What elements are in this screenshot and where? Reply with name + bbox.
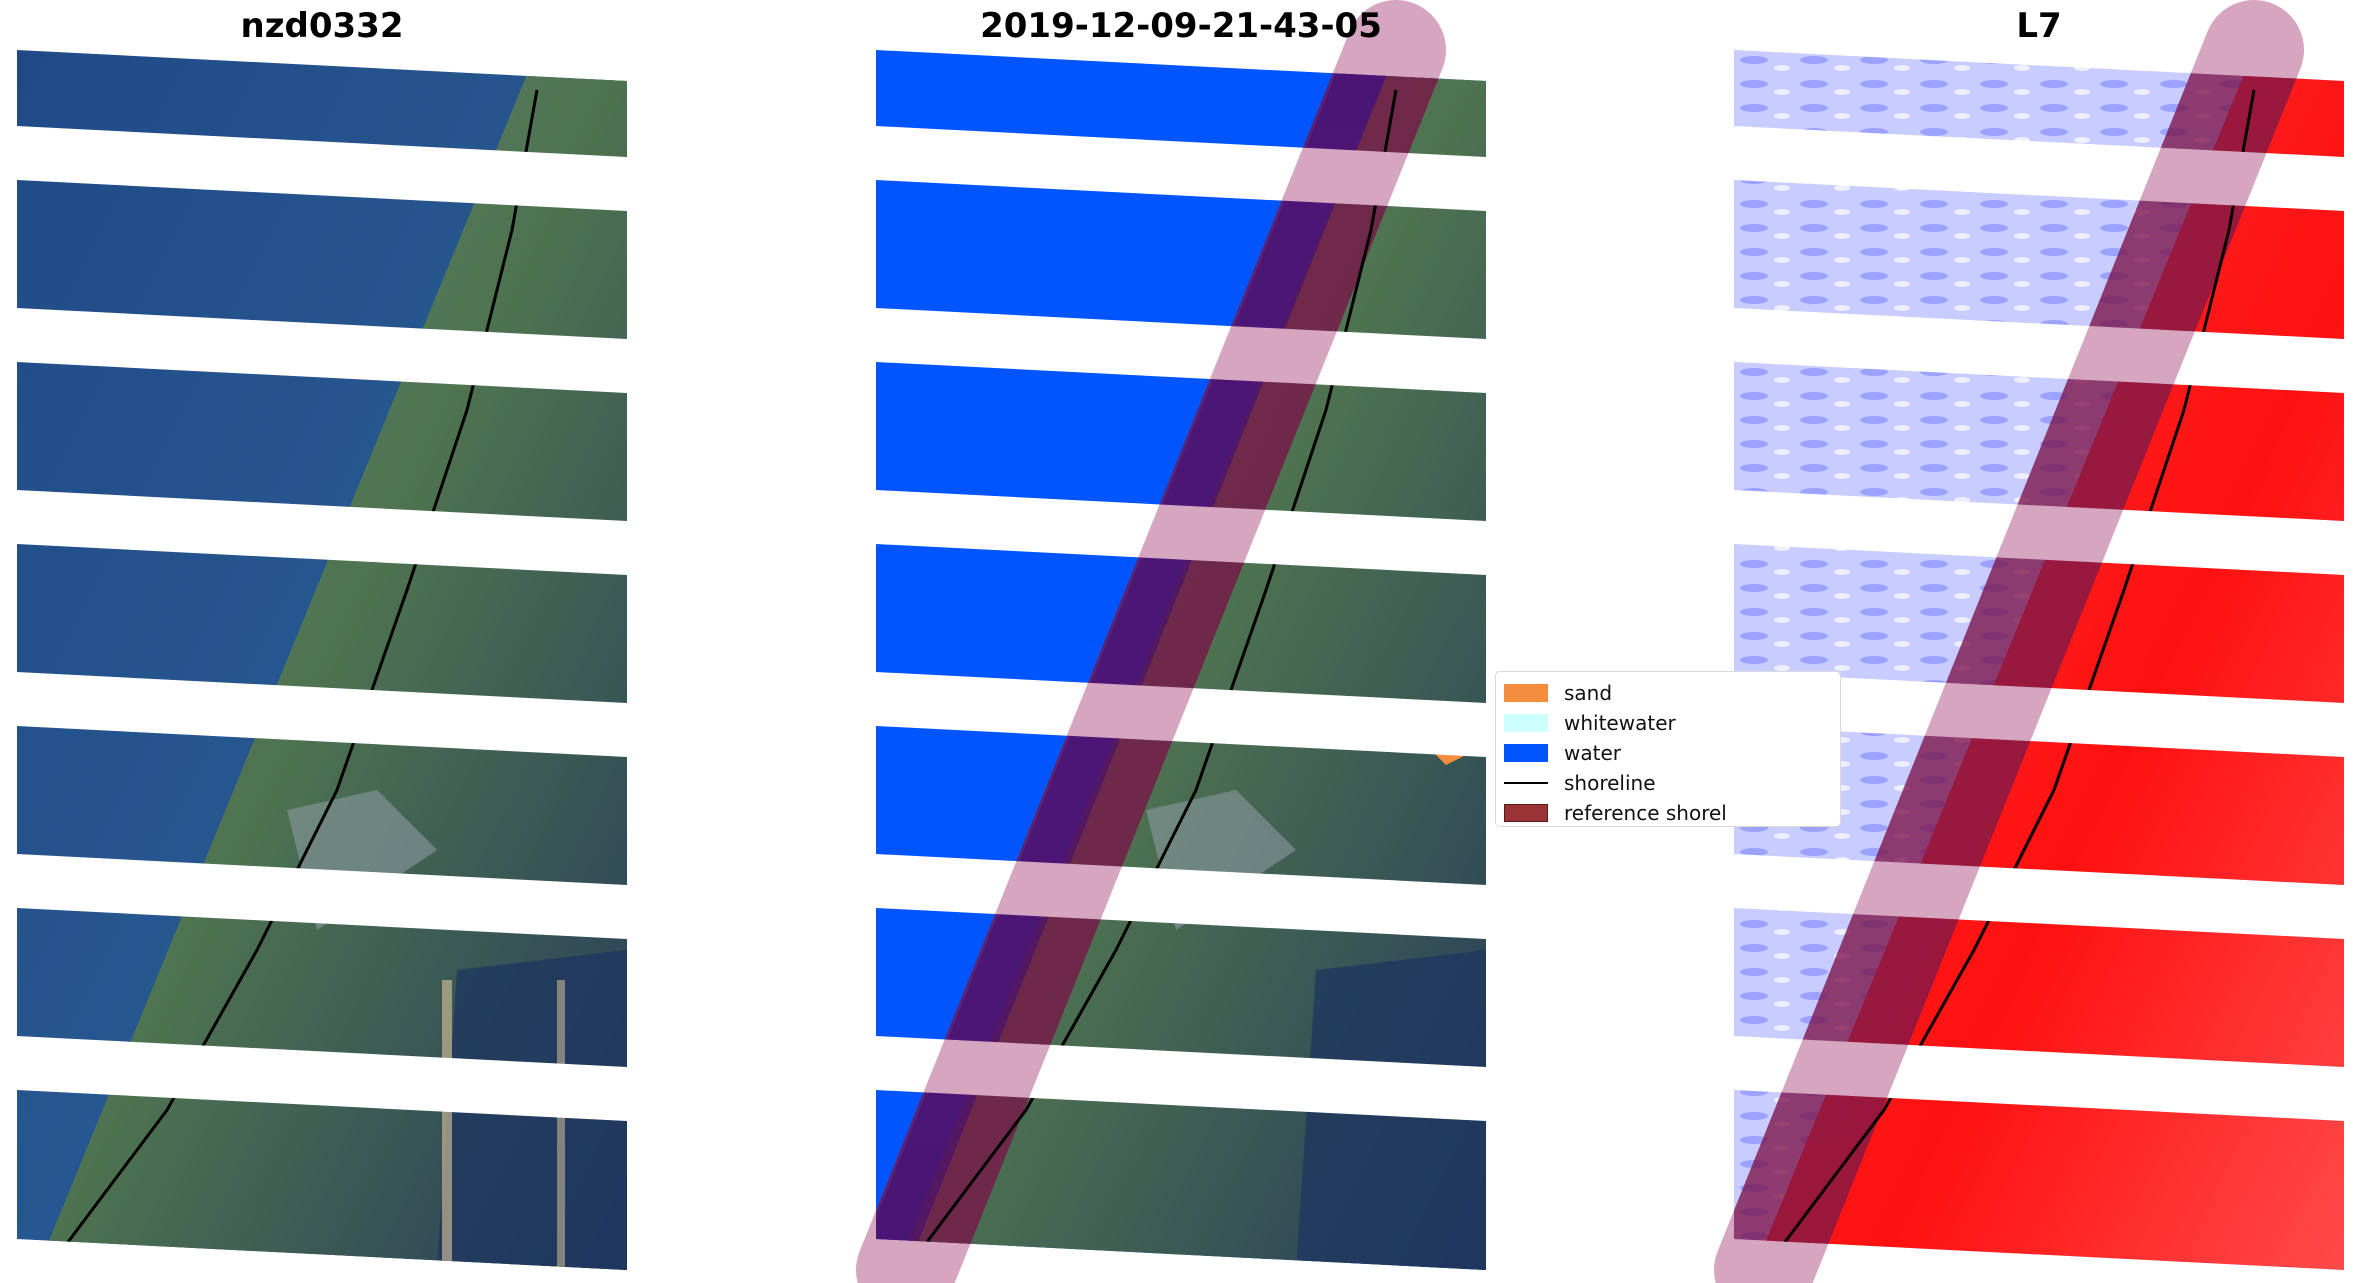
legend-item-shoreline: shoreline: [1504, 768, 1840, 798]
legend-item-reference-shoreline: reference shorel: [1504, 798, 1840, 828]
legend-item-sand: sand: [1504, 678, 1840, 708]
legend-item-water: water: [1504, 738, 1840, 768]
legend: sand whitewater water shoreline referenc…: [1495, 671, 1841, 827]
river-bed: [442, 980, 452, 1270]
legend-label: water: [1564, 741, 1621, 765]
scan-line-gaps: [17, 126, 627, 1121]
river-bed: [557, 980, 565, 1270]
rgb-image-panel: [17, 50, 627, 1270]
legend-label: reference shorel: [1564, 801, 1727, 825]
shoreline-line-key: [1504, 782, 1548, 784]
whitewater-swatch: [1504, 714, 1548, 732]
sand-swatch: [1504, 684, 1548, 702]
reference-shoreline-swatch: [1504, 804, 1548, 822]
legend-label: shoreline: [1564, 771, 1656, 795]
panel-title-date: 2019-12-09-21-43-05: [980, 6, 1382, 46]
legend-label: whitewater: [1564, 711, 1676, 735]
reference-shoreline-buffer-gaps: [1714, 0, 2304, 1283]
panel-title-image-name: nzd0332: [240, 6, 404, 46]
water-swatch: [1504, 744, 1548, 762]
panel-title-satellite: L7: [2016, 6, 2062, 46]
legend-label: sand: [1564, 681, 1613, 705]
water-index-panel: [1714, 0, 2344, 1283]
legend-item-whitewater: whitewater: [1504, 708, 1840, 738]
classification-panel: [856, 0, 1486, 1283]
reference-shoreline-buffer-gaps: [856, 0, 1446, 1283]
